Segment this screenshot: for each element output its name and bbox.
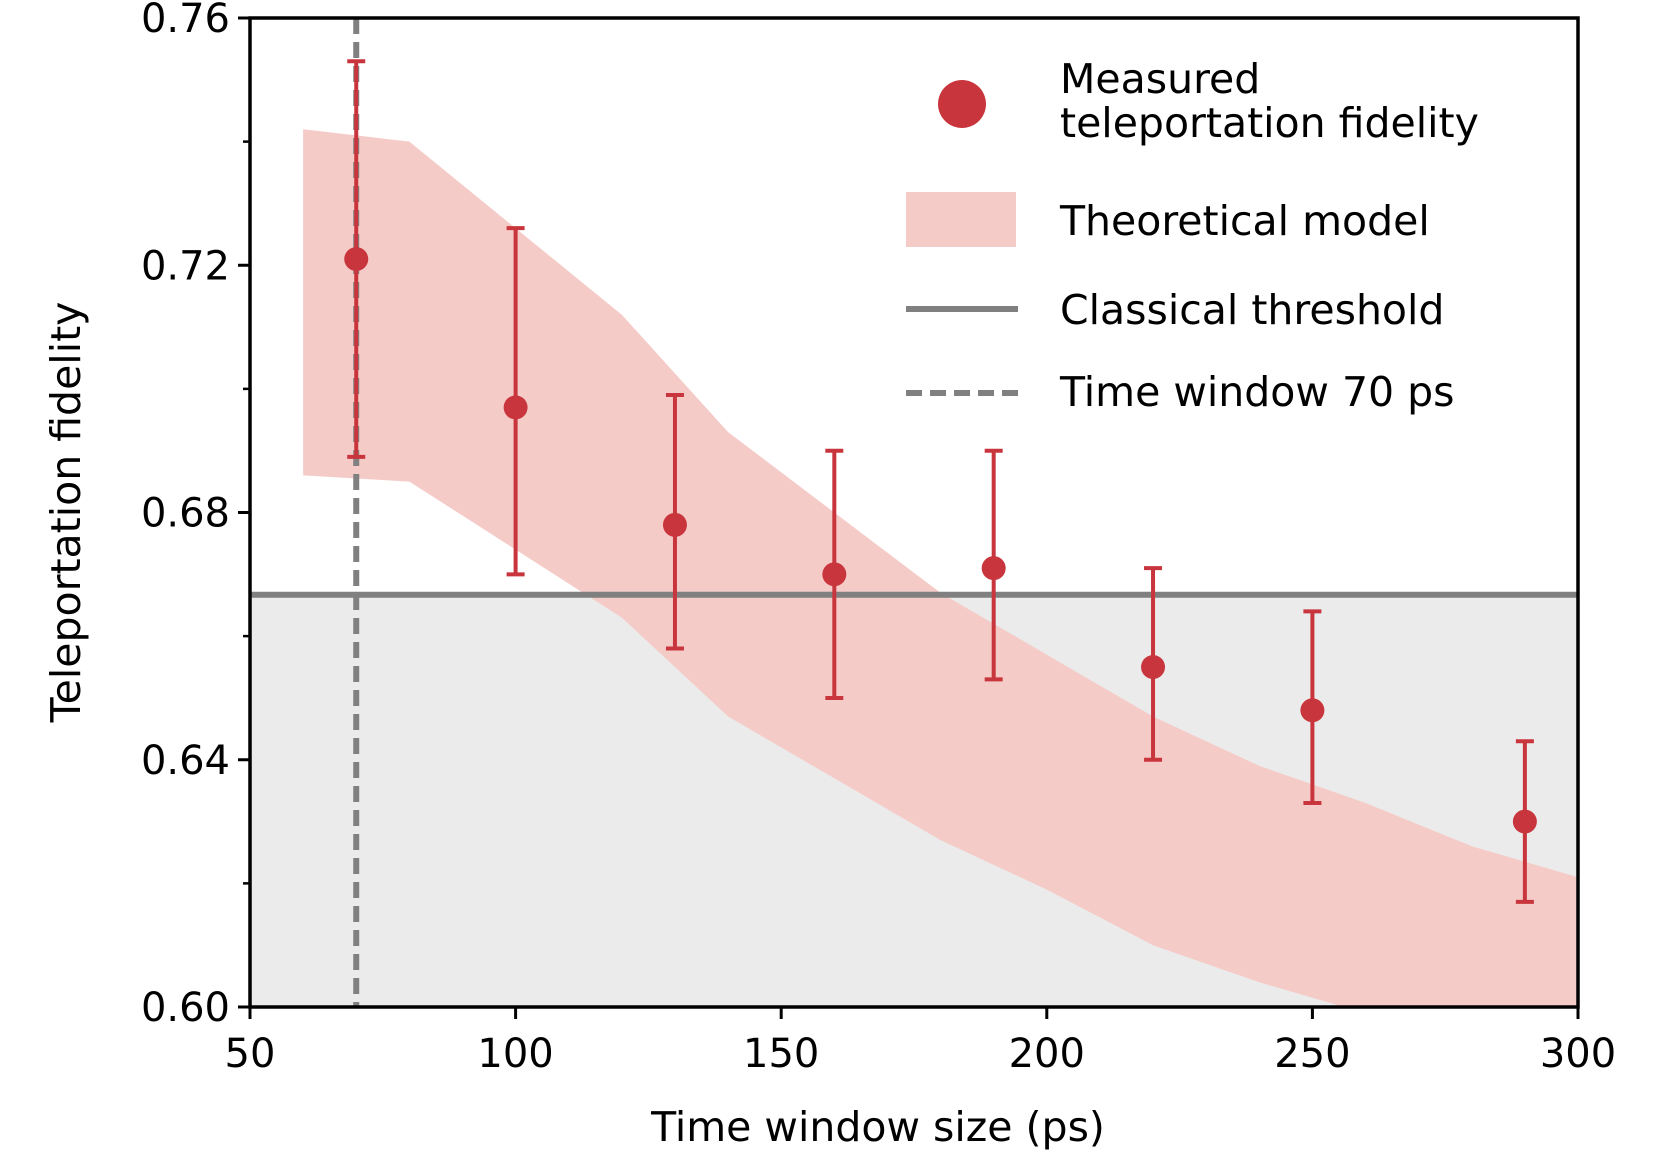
- measured-points-layer: [344, 59, 1537, 904]
- y-tick-label: 0.60: [141, 985, 230, 1031]
- data-point: [1512, 809, 1537, 834]
- legend-measured-label-line2: teleportation fidelity: [1060, 99, 1479, 147]
- legend-measured-marker: [938, 80, 986, 128]
- legend: Measured teleportation fidelity Theoreti…: [906, 55, 1479, 416]
- x-tick-label: 200: [1009, 1031, 1085, 1077]
- ticks-layer: 50 100 150 200 250 300 0.60 0.64 0.68 0.72 0.76: [141, 0, 1616, 1077]
- model-band-layer: [303, 129, 1578, 1007]
- reference-lines-layer: [250, 18, 1578, 1007]
- x-tick-label: 300: [1540, 1031, 1616, 1077]
- y-tick-label: 0.76: [141, 0, 230, 42]
- y-tick-label: 0.68: [141, 491, 230, 537]
- data-point: [822, 562, 847, 587]
- data-point: [503, 395, 528, 420]
- y-tick-label: 0.64: [141, 738, 230, 784]
- legend-measured-label-line1: Measured: [1060, 55, 1260, 103]
- data-point: [981, 556, 1006, 581]
- y-tick-label: 0.72: [141, 243, 230, 289]
- data-point: [344, 247, 369, 272]
- y-axis-label: Teleportation fidelity: [42, 302, 90, 724]
- legend-time-window-label: Time window 70 ps: [1059, 368, 1455, 416]
- data-point: [1300, 698, 1325, 723]
- data-point: [662, 512, 687, 537]
- legend-model-swatch: [906, 192, 1016, 247]
- theoretical-model-band: [303, 129, 1578, 1007]
- legend-model-label: Theoretical model: [1059, 197, 1430, 245]
- x-tick-label: 100: [477, 1031, 553, 1077]
- x-axis-label: Time window size (ps): [650, 1103, 1105, 1151]
- legend-threshold-label: Classical threshold: [1060, 286, 1444, 334]
- x-tick-label: 250: [1274, 1031, 1350, 1077]
- x-tick-label: 50: [225, 1031, 276, 1077]
- data-point: [1141, 655, 1166, 680]
- x-tick-label: 150: [743, 1031, 819, 1077]
